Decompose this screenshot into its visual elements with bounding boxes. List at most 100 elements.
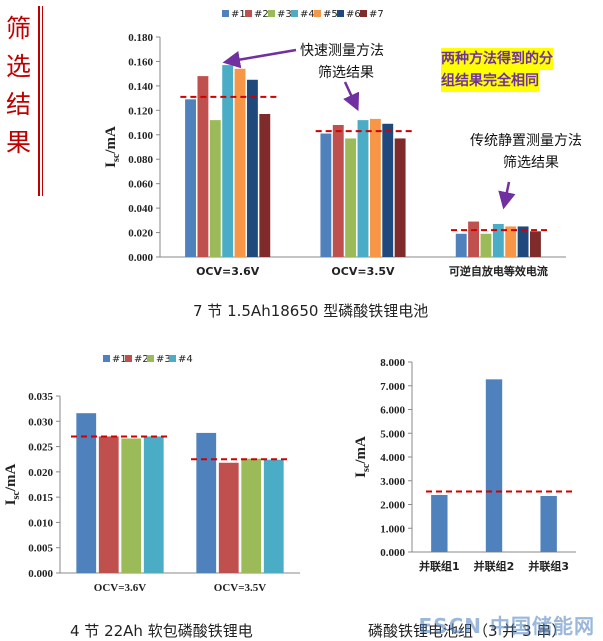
bar bbox=[485, 379, 503, 552]
legend-label: #2 bbox=[254, 9, 269, 20]
x-tick-label: 可逆自放电等效电流 bbox=[449, 264, 548, 278]
legend-swatch bbox=[268, 10, 275, 17]
legend-swatch bbox=[337, 10, 344, 17]
side-title-char: 果 bbox=[6, 128, 32, 157]
bar bbox=[468, 221, 480, 257]
bar bbox=[263, 459, 284, 573]
y-axis-label: Isc/mA bbox=[353, 436, 372, 478]
y-tick-label: 0.005 bbox=[28, 543, 53, 555]
bar bbox=[222, 65, 234, 257]
x-tick-label: OCV=3.6V bbox=[94, 582, 146, 594]
legend-swatch bbox=[222, 10, 229, 17]
fast-method-note-line1: 快速测量方法 bbox=[300, 43, 384, 59]
bar bbox=[530, 231, 541, 257]
side-divider-thin bbox=[42, 6, 43, 196]
y-tick-label: 0.140 bbox=[128, 81, 153, 93]
legend-label: #1 bbox=[231, 9, 246, 20]
bar bbox=[332, 125, 344, 257]
bar bbox=[185, 99, 196, 257]
bar bbox=[259, 114, 271, 257]
y-tick-label: 0.060 bbox=[128, 179, 153, 191]
y-tick-label: 0.000 bbox=[28, 568, 53, 580]
side-title-char: 结 bbox=[6, 90, 32, 119]
bar bbox=[121, 438, 142, 573]
legend-swatch bbox=[314, 10, 321, 17]
x-tick-label: OCV=3.6V bbox=[196, 265, 260, 278]
fast-method-note-line2: 筛选结果 bbox=[318, 65, 374, 81]
legend-swatch bbox=[291, 10, 298, 17]
y-tick-label: 0.040 bbox=[128, 203, 153, 215]
bar bbox=[241, 458, 262, 573]
bar bbox=[517, 226, 529, 257]
bar bbox=[540, 495, 557, 552]
y-axis-label: Isc/mA bbox=[3, 463, 22, 505]
y-tick-label: 4.000 bbox=[380, 452, 405, 464]
caption-chart2: 4 节 22Ah 软包磷酸铁锂电 bbox=[70, 622, 253, 640]
legend-swatch bbox=[103, 355, 110, 362]
y-tick-label: 0.020 bbox=[28, 467, 53, 479]
arrow-to-chart1-group2 bbox=[343, 81, 360, 112]
legend-swatch bbox=[169, 355, 176, 362]
bar bbox=[394, 138, 406, 257]
y-tick-label: 6.000 bbox=[380, 405, 405, 417]
legend-label: #5 bbox=[323, 9, 338, 20]
y-tick-label: 0.180 bbox=[128, 32, 153, 44]
bar bbox=[480, 233, 492, 257]
side-title-char: 选 bbox=[6, 52, 32, 81]
bar bbox=[76, 413, 97, 573]
y-tick-label: 0.025 bbox=[28, 442, 53, 454]
arrow-to-chart1-group3 bbox=[498, 181, 516, 210]
traditional-method-note-line1: 传统静置测量方法 bbox=[470, 133, 582, 149]
y-tick-label: 7.000 bbox=[380, 381, 405, 393]
y-tick-label: 1.000 bbox=[380, 523, 405, 535]
legend-swatch bbox=[125, 355, 132, 362]
y-tick-label: 0.080 bbox=[128, 154, 153, 166]
bar bbox=[431, 495, 448, 552]
x-tick-label: 并联组1 bbox=[419, 559, 460, 573]
x-tick-label: OCV=3.5V bbox=[214, 582, 266, 594]
watermark: ESCN 中国储能网 bbox=[418, 614, 595, 638]
y-tick-label: 0.035 bbox=[28, 391, 53, 403]
y-tick-label: 0.100 bbox=[128, 130, 153, 142]
side-title-char: 筛 bbox=[6, 14, 32, 43]
bar bbox=[345, 138, 357, 257]
legend-swatch bbox=[245, 10, 252, 17]
annotation-arrows bbox=[222, 48, 516, 210]
y-axis-label: Isc/mA bbox=[103, 126, 122, 168]
chart-18650-cells: 0.000 0.020 0.040 0.060 0.080 0.100 0.120 0.140… bbox=[103, 9, 566, 278]
x-tick-label: 并联组2 bbox=[474, 559, 515, 573]
bar bbox=[218, 462, 239, 573]
x-tick-label: 并联组3 bbox=[528, 559, 569, 573]
legend-swatch bbox=[147, 355, 154, 362]
y-tick-label: 8.000 bbox=[380, 357, 405, 369]
legend-label: #1 bbox=[112, 354, 127, 365]
side-title: 筛 选 结 果 bbox=[6, 10, 36, 162]
same-result-note: 两种方法得到的分 组结果完全相同 bbox=[441, 48, 553, 92]
traditional-method-note: 传统静置测量方法 筛选结果 bbox=[470, 130, 582, 174]
y-tick-label: 0.020 bbox=[128, 228, 153, 240]
legend-label: #2 bbox=[134, 354, 149, 365]
bar bbox=[455, 233, 467, 257]
legend-label: #4 bbox=[300, 9, 315, 20]
bar bbox=[197, 76, 209, 257]
bar bbox=[369, 118, 381, 257]
bar bbox=[196, 432, 217, 573]
y-tick-label: 0.030 bbox=[28, 416, 53, 428]
legend-label: #6 bbox=[346, 9, 361, 20]
bar bbox=[382, 123, 394, 258]
bar bbox=[209, 120, 221, 257]
arrow-to-chart1-bars bbox=[222, 48, 297, 69]
y-tick-label: 0.160 bbox=[128, 56, 153, 68]
chart-battery-pack: 0.000 1.000 2.000 3.000 4.000 5.000 6.000 7.000… bbox=[353, 357, 576, 573]
bar bbox=[505, 226, 517, 257]
bar bbox=[98, 436, 119, 573]
y-tick-label: 0.000 bbox=[380, 547, 405, 559]
y-tick-label: 3.000 bbox=[380, 476, 405, 488]
chart-22ah-pouch-cells: 0.000 0.005 0.010 0.015 0.020 0.025 0.030 0.035… bbox=[3, 354, 300, 594]
legend-label: #7 bbox=[369, 9, 384, 20]
y-tick-label: 0.010 bbox=[28, 517, 53, 529]
legend-label: #3 bbox=[277, 9, 292, 20]
y-tick-label: 2.000 bbox=[380, 500, 405, 512]
caption-chart3: 磷酸铁锂电池组（3 并 3 串） bbox=[368, 622, 567, 640]
